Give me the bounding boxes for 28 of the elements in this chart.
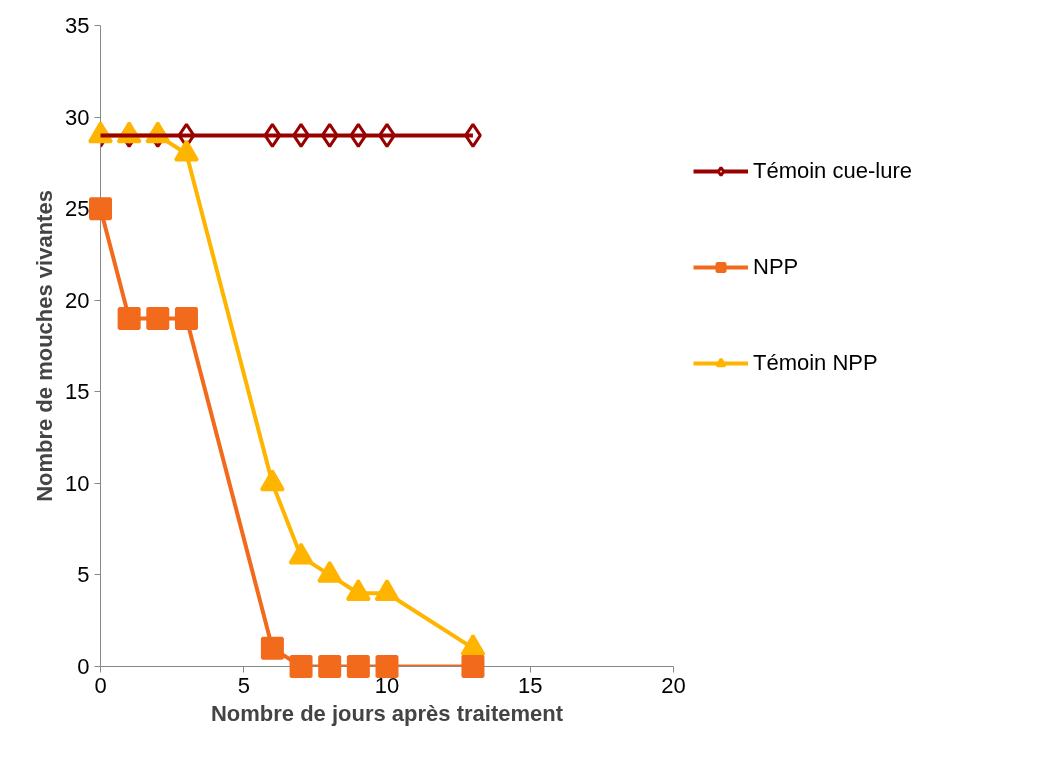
x-tick-label: 10	[374, 672, 400, 698]
y-tick-label: 0	[77, 654, 90, 679]
y-tick-label: 25	[65, 196, 90, 222]
point	[375, 655, 399, 678]
legend-label: Témoin cue-lure	[753, 158, 912, 184]
x-axis-title: Nombre de jours après traitement	[210, 700, 564, 726]
x-tick-label: 20	[661, 672, 686, 698]
point	[89, 197, 112, 221]
y-tick-label: 10	[65, 470, 90, 496]
point	[146, 307, 170, 331]
x-tick-label: 0	[94, 672, 107, 698]
legend-label: Témoin NPP	[753, 350, 878, 376]
point	[260, 636, 284, 660]
point	[117, 307, 141, 331]
point	[346, 655, 370, 678]
point	[318, 655, 342, 678]
y-tick-label: 35	[65, 13, 90, 38]
point	[461, 655, 485, 678]
y-tick-label: 20	[65, 287, 90, 313]
point	[174, 307, 198, 331]
y-tick-label: 30	[65, 104, 90, 130]
point	[289, 655, 313, 678]
x-tick-label: 5	[237, 672, 250, 698]
y-axis-title: Nombre de mouches vivantes	[32, 190, 58, 502]
y-tick-label: 5	[77, 562, 90, 588]
x-tick-label: 15	[518, 672, 543, 698]
y-tick-label: 15	[65, 379, 90, 405]
legend-label: NPP	[753, 254, 799, 280]
